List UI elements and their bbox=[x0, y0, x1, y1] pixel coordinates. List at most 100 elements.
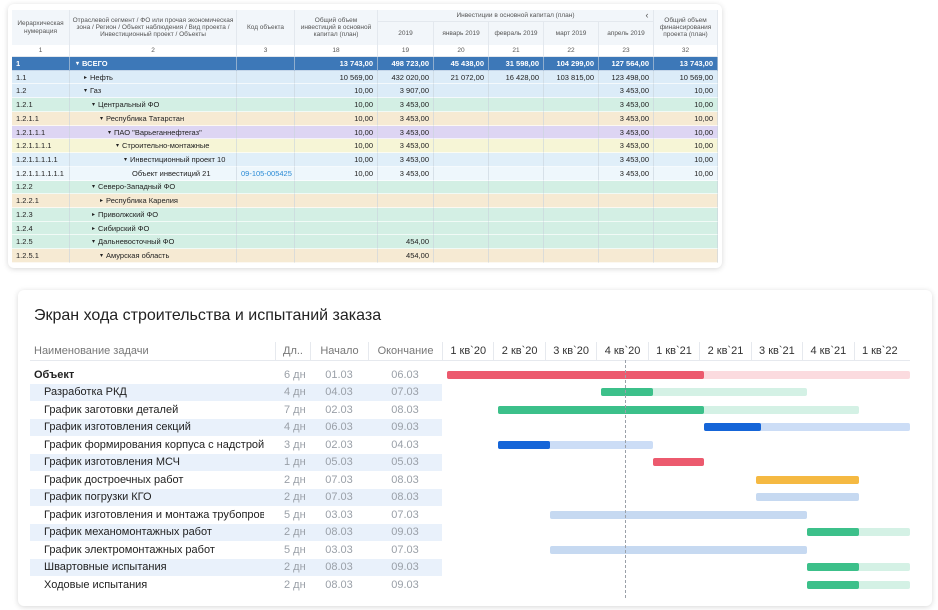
expand-toggle[interactable]: ▾ bbox=[84, 88, 88, 95]
row-id: 1.2.5 bbox=[12, 235, 70, 250]
quarter-label: 2 кв`20 bbox=[493, 342, 544, 360]
row-value bbox=[489, 153, 544, 167]
row-value bbox=[489, 221, 544, 236]
row-name: ▾ Инвестиционный проект 10 bbox=[70, 153, 237, 167]
row-code[interactable]: 09-105-005425 bbox=[237, 166, 295, 181]
row-name-text: Амурская область bbox=[106, 251, 170, 261]
row-value: 10,00 bbox=[295, 111, 378, 126]
task-end: 07.03 bbox=[391, 386, 419, 399]
expand-toggle[interactable]: ▾ bbox=[116, 143, 120, 150]
row-value bbox=[544, 194, 599, 209]
row-value bbox=[489, 235, 544, 250]
task-name[interactable]: График механомонтажных работ bbox=[44, 526, 212, 539]
task-name[interactable]: Ходовые испытания bbox=[44, 578, 148, 591]
row-id: 1.2.3 bbox=[12, 208, 70, 222]
task-bar[interactable] bbox=[601, 388, 653, 397]
row-code bbox=[237, 111, 295, 126]
task-bar[interactable] bbox=[704, 423, 761, 432]
row-value: 10,00 bbox=[654, 153, 718, 167]
row-value bbox=[434, 153, 489, 167]
row-value: 10,00 bbox=[295, 98, 378, 112]
row-name-text: Дальневосточный ФО bbox=[98, 237, 175, 247]
row-value bbox=[544, 249, 599, 263]
task-duration: 5 дн bbox=[284, 508, 306, 521]
row-name-text: Республика Карелия bbox=[106, 196, 178, 206]
expand-toggle[interactable]: ▸ bbox=[100, 198, 104, 205]
column-header: февраль 2019 bbox=[489, 22, 544, 45]
column-number: 18 bbox=[295, 45, 378, 57]
row-value: 21 072,00 bbox=[434, 70, 489, 85]
row-highlight bbox=[30, 418, 442, 436]
expand-toggle[interactable]: ▾ bbox=[92, 239, 96, 246]
task-bar[interactable] bbox=[447, 370, 705, 379]
row-code bbox=[237, 221, 295, 236]
task-start: 05.03 bbox=[325, 456, 353, 469]
task-name[interactable]: График изготовления МСЧ bbox=[44, 456, 180, 469]
task-start: 03.03 bbox=[325, 508, 353, 521]
row-value bbox=[489, 139, 544, 154]
row-value bbox=[434, 139, 489, 154]
task-bar[interactable] bbox=[755, 475, 859, 484]
row-value bbox=[434, 125, 489, 140]
task-track bbox=[704, 423, 911, 432]
quarter-label: 3 кв`20 bbox=[544, 342, 596, 360]
task-name[interactable]: График погрузки КГО bbox=[44, 491, 152, 504]
task-name[interactable]: График электромонтажных работ bbox=[44, 543, 215, 556]
row-value: 10,00 bbox=[654, 84, 718, 99]
expand-toggle[interactable]: ▾ bbox=[76, 60, 80, 67]
row-value: 10,00 bbox=[654, 125, 718, 140]
row-name-text: Приволжский ФО bbox=[98, 209, 159, 219]
expand-toggle[interactable]: ▾ bbox=[100, 253, 104, 260]
task-bar[interactable] bbox=[807, 563, 859, 572]
task-name[interactable]: График изготовления и монтажа трубопрово… bbox=[44, 508, 264, 521]
task-duration: 5 дн bbox=[284, 543, 306, 556]
row-name-text: Центральный ФО bbox=[98, 100, 160, 110]
collapse-icon: ‹ bbox=[645, 10, 649, 21]
row-value: 498 723,00 bbox=[378, 57, 434, 71]
row-value bbox=[489, 208, 544, 222]
task-duration: 7 дн bbox=[284, 403, 306, 416]
column-number: 20 bbox=[434, 45, 489, 57]
row-value bbox=[544, 98, 599, 112]
expand-toggle[interactable]: ▸ bbox=[92, 225, 96, 232]
task-name[interactable]: Разработка РКД bbox=[44, 386, 127, 399]
expand-toggle[interactable]: ▾ bbox=[92, 184, 96, 191]
row-value: 3 453,00 bbox=[378, 98, 434, 112]
task-name[interactable]: График заготовки деталей bbox=[44, 403, 179, 416]
task-name[interactable]: Швартовные испытания bbox=[44, 561, 167, 574]
task-bar[interactable] bbox=[498, 405, 705, 414]
expand-toggle[interactable]: ▾ bbox=[92, 102, 96, 109]
expand-toggle[interactable]: ▾ bbox=[124, 156, 128, 163]
task-bar[interactable] bbox=[498, 440, 550, 449]
task-name[interactable]: График формирования корпуса с надстройк.… bbox=[44, 438, 264, 451]
row-code bbox=[237, 180, 295, 195]
task-name[interactable]: Объект bbox=[34, 368, 75, 381]
row-id: 1 bbox=[12, 57, 70, 71]
column-header: 2019 bbox=[378, 22, 434, 45]
row-name-text: Северо-Западный ФО bbox=[98, 182, 176, 192]
row-value bbox=[654, 249, 718, 263]
row-id: 1.2.1 bbox=[12, 98, 70, 112]
task-bar[interactable] bbox=[807, 528, 859, 537]
task-bar[interactable] bbox=[652, 458, 705, 467]
row-value: 13 743,00 bbox=[295, 57, 378, 71]
task-bar[interactable] bbox=[807, 580, 859, 589]
row-value bbox=[544, 84, 599, 99]
task-duration: 6 дн bbox=[284, 368, 306, 381]
expand-toggle[interactable]: ▸ bbox=[84, 74, 88, 81]
row-id: 1.2.5.1 bbox=[12, 249, 70, 263]
row-value bbox=[434, 249, 489, 263]
row-value bbox=[489, 98, 544, 112]
task-name[interactable]: График достроечных работ bbox=[44, 473, 184, 486]
expand-toggle[interactable]: ▸ bbox=[92, 211, 96, 218]
column-header: Общий объем инвестиций в основной капита… bbox=[295, 10, 378, 45]
expand-toggle[interactable]: ▾ bbox=[100, 115, 104, 122]
task-name[interactable]: График изготовления секций bbox=[44, 421, 191, 434]
task-start: 08.03 bbox=[325, 578, 353, 591]
row-value bbox=[489, 166, 544, 181]
row-value bbox=[434, 111, 489, 126]
row-value: 3 907,00 bbox=[378, 84, 434, 99]
row-name-text: Инвестиционный проект 10 bbox=[130, 154, 226, 164]
expand-toggle[interactable]: ▾ bbox=[108, 129, 112, 136]
row-value: 45 438,00 bbox=[434, 57, 489, 71]
